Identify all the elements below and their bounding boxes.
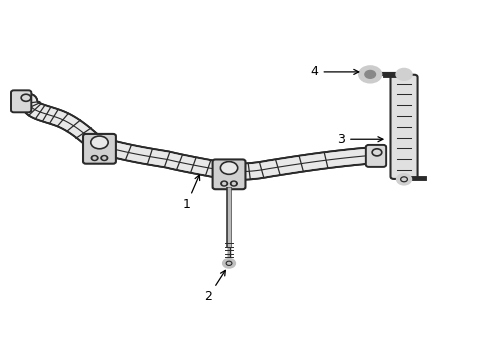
- Text: 3: 3: [337, 133, 382, 146]
- FancyBboxPatch shape: [212, 159, 245, 189]
- Text: 1: 1: [182, 175, 199, 211]
- Text: 2: 2: [204, 270, 225, 303]
- Circle shape: [395, 69, 411, 80]
- Circle shape: [101, 156, 107, 161]
- FancyBboxPatch shape: [11, 90, 31, 112]
- Circle shape: [358, 66, 381, 82]
- FancyBboxPatch shape: [83, 134, 116, 164]
- Circle shape: [91, 136, 108, 149]
- Circle shape: [223, 259, 235, 268]
- Text: 4: 4: [310, 66, 358, 78]
- Circle shape: [396, 174, 410, 185]
- Circle shape: [102, 157, 105, 159]
- Circle shape: [221, 181, 227, 186]
- Circle shape: [232, 183, 235, 185]
- FancyBboxPatch shape: [390, 75, 417, 179]
- Circle shape: [93, 157, 96, 159]
- Circle shape: [223, 183, 225, 185]
- Circle shape: [230, 181, 237, 186]
- Circle shape: [91, 156, 98, 161]
- Circle shape: [220, 162, 237, 174]
- Circle shape: [364, 71, 375, 78]
- FancyBboxPatch shape: [365, 145, 386, 167]
